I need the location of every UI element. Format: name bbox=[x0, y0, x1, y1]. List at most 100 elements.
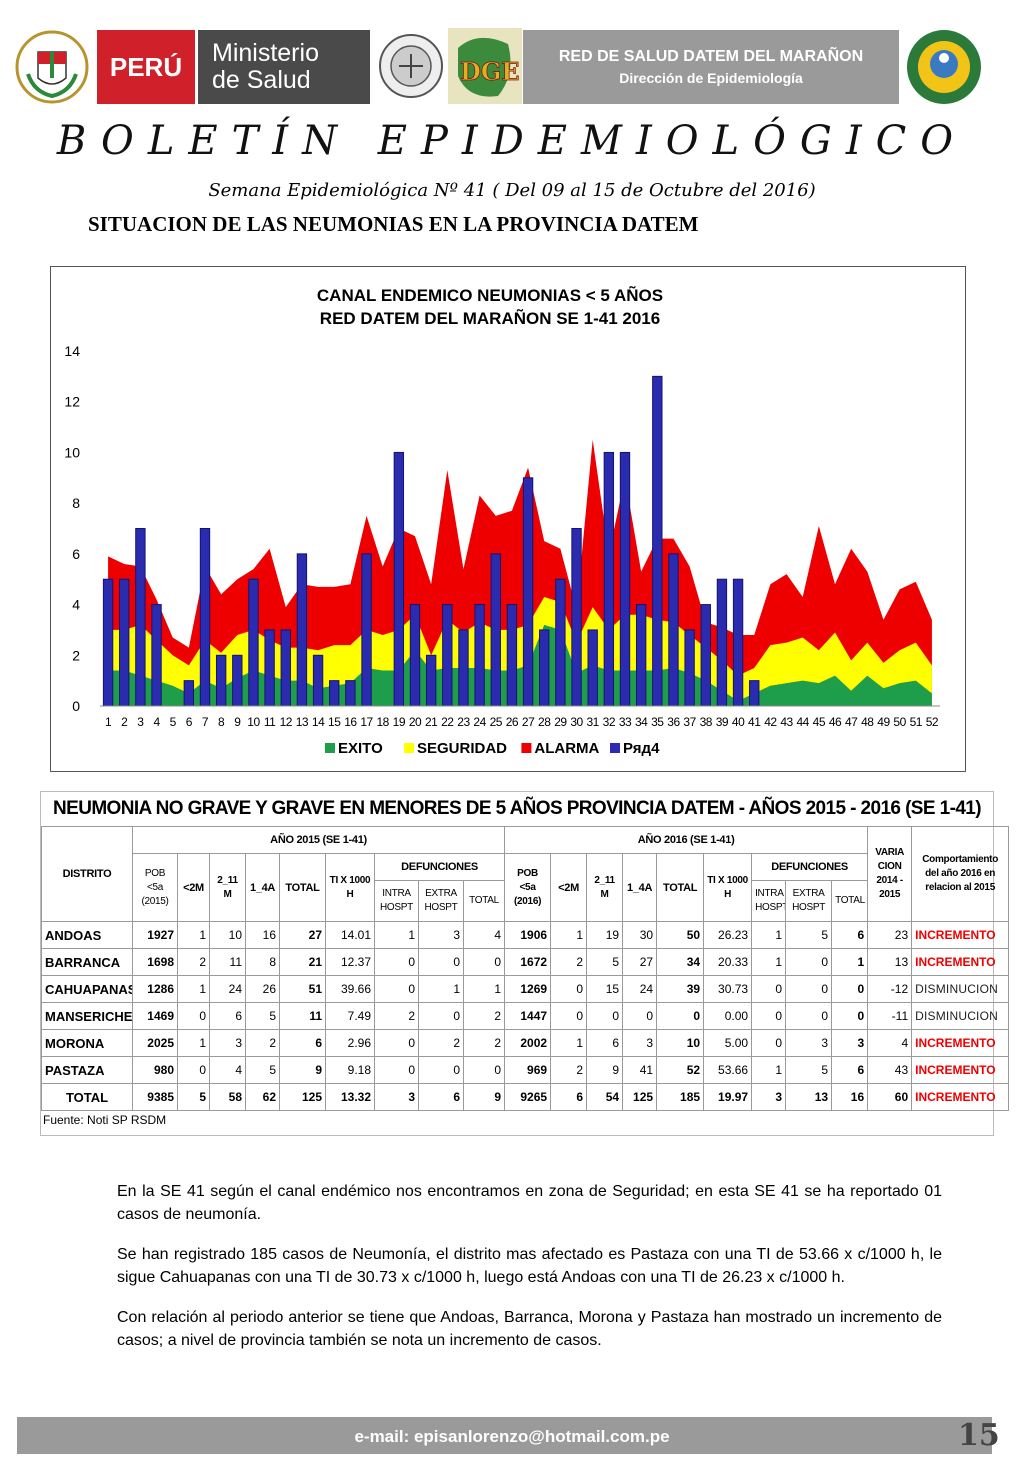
epidemiological-week: Semana Epidemiológica Nº 41 ( Del 09 al … bbox=[208, 180, 816, 201]
cell-tot16: 0 bbox=[656, 1002, 705, 1030]
bar-week-20 bbox=[409, 604, 421, 707]
x-tick-label: 13 bbox=[296, 715, 309, 729]
header-defunciones-2016: DEFUNCIONES bbox=[751, 853, 869, 881]
header-deftotal-2016: TOTAL bbox=[831, 880, 869, 922]
cell-tot15: 11 bbox=[279, 1002, 326, 1030]
table-row: ANDOAS 1927 1 10 16 27 14.01 1 3 4 1906 1 19 30 50 26.2… bbox=[41, 921, 1010, 949]
header-2m-2015: <2M bbox=[177, 853, 210, 922]
cell-ti16: 53.66 bbox=[703, 1056, 753, 1084]
bar-week-41 bbox=[749, 680, 760, 707]
x-tick-label: 4 bbox=[153, 715, 160, 729]
x-tick-label: 25 bbox=[490, 715, 503, 729]
bar-week-4 bbox=[151, 604, 162, 707]
chart-title: CANAL ENDEMICO NEUMONIAS < 5 AÑOS bbox=[317, 285, 663, 305]
x-tick-label: 27 bbox=[522, 715, 535, 729]
cell-dt16: 6 bbox=[831, 1056, 869, 1084]
cell-m211_16: 0 bbox=[586, 1002, 624, 1030]
cell-pob16: 1906 bbox=[504, 921, 552, 949]
x-tick-label: 26 bbox=[506, 715, 519, 729]
cell-tot16: 50 bbox=[656, 921, 705, 949]
cell-distrito: CAHUAPANAS bbox=[41, 975, 133, 1003]
paragraph-1: En la SE 41 según el canal endémico nos … bbox=[117, 1183, 942, 1223]
cell-dt16: 0 bbox=[831, 1002, 869, 1030]
cell-m211_15: 24 bbox=[209, 975, 246, 1003]
cell-ex15: 0 bbox=[418, 948, 464, 976]
cell-ex15: 2 bbox=[418, 1029, 464, 1057]
x-tick-label: 51 bbox=[910, 715, 923, 729]
cell-m211_16: 19 bbox=[586, 921, 624, 949]
x-tick-label: 19 bbox=[393, 715, 406, 729]
cell-m211_15: 3 bbox=[209, 1029, 246, 1057]
y-tick-label: 6 bbox=[72, 546, 80, 562]
cell-dt15: 0 bbox=[462, 948, 506, 976]
x-tick-label: 22 bbox=[441, 715, 454, 729]
table-source: Fuente: Noti SP RSDM bbox=[43, 1113, 167, 1127]
footer-email[interactable]: e-mail: episanlorenzo@hotmail.com.pe bbox=[354, 1427, 670, 1446]
header-pob-2016: POB <5a (2016) bbox=[504, 853, 552, 922]
bar-week-30 bbox=[571, 528, 582, 707]
header-extra-2015: EXTRA HOSPT bbox=[418, 880, 464, 922]
header-pob-2015: POB <5a (2015) bbox=[132, 853, 178, 922]
cell-dt15: 4 bbox=[462, 921, 506, 949]
cell-comportamiento: INCREMENTO bbox=[911, 1029, 1010, 1057]
cell-ex16: 0 bbox=[785, 975, 833, 1003]
cell-ti16: 0.00 bbox=[703, 1002, 753, 1030]
header-year-2016: AÑO 2016 (SE 1-41) bbox=[504, 826, 869, 854]
cell-in16: 0 bbox=[751, 1029, 787, 1057]
x-tick-label: 20 bbox=[409, 715, 422, 729]
cell-in16: 0 bbox=[751, 1002, 787, 1030]
bar-week-32 bbox=[603, 451, 615, 707]
header-2-11m-2016: 2_11 M bbox=[586, 853, 624, 922]
cell-in15: 1 bbox=[374, 921, 419, 949]
cell-pob15: 1286 bbox=[132, 975, 178, 1003]
legend-swatch bbox=[404, 743, 414, 753]
cell-ti15: 7.49 bbox=[325, 1002, 375, 1030]
cell-tot16: 185 bbox=[656, 1083, 705, 1111]
header-intra-2015: INTRA HOSPT bbox=[374, 880, 419, 922]
cell-distrito: MANSERICHE bbox=[41, 1002, 133, 1030]
table-row: PASTAZA 980 0 4 5 9 9.18 0 0 0 969 2 9 41 52 53.66 1 5 6 43… bbox=[41, 1056, 1010, 1084]
cell-a14_15: 62 bbox=[245, 1083, 280, 1111]
x-tick-label: 48 bbox=[861, 715, 874, 729]
x-tick-label: 49 bbox=[877, 715, 890, 729]
x-tick-label: 12 bbox=[280, 715, 293, 729]
x-tick-label: 8 bbox=[218, 715, 225, 729]
x-tick-label: 35 bbox=[651, 715, 664, 729]
cell-a14_16: 30 bbox=[622, 921, 658, 949]
cell-distrito: ANDOAS bbox=[41, 921, 133, 949]
cell-ti15: 39.66 bbox=[325, 975, 375, 1003]
x-tick-label: 29 bbox=[554, 715, 567, 729]
cell-m2_15: 1 bbox=[177, 921, 210, 949]
cell-comportamiento: INCREMENTO bbox=[911, 1083, 1010, 1111]
cell-ex15: 0 bbox=[418, 1056, 464, 1084]
x-tick-label: 33 bbox=[619, 715, 632, 729]
cell-m211_16: 9 bbox=[586, 1056, 624, 1084]
cell-in16: 1 bbox=[751, 1056, 787, 1084]
x-tick-label: 3 bbox=[137, 715, 144, 729]
cell-comportamiento: INCREMENTO bbox=[911, 948, 1010, 976]
cell-in15: 0 bbox=[374, 948, 419, 976]
cell-comportamiento: DISMINUCION bbox=[911, 1002, 1010, 1030]
renace-logo bbox=[377, 26, 445, 106]
cell-m211_15: 58 bbox=[209, 1083, 246, 1111]
cell-tot15: 9 bbox=[279, 1056, 326, 1084]
bar-week-15 bbox=[329, 680, 340, 707]
x-tick-label: 37 bbox=[683, 715, 696, 729]
bar-week-12 bbox=[280, 629, 291, 707]
cell-var: 13 bbox=[867, 948, 913, 976]
x-tick-label: 28 bbox=[538, 715, 551, 729]
cell-m2_15: 5 bbox=[177, 1083, 210, 1111]
bar-week-26 bbox=[506, 604, 518, 707]
table-total-row: TOTAL 9385 5 58 62 125 13.32 3 6 9 9265 6 54 125 185 19… bbox=[41, 1083, 1010, 1111]
cell-in15: 3 bbox=[374, 1083, 419, 1111]
cell-pob15: 1469 bbox=[132, 1002, 178, 1030]
footer-bar bbox=[17, 1417, 992, 1454]
cell-ex16: 0 bbox=[785, 948, 833, 976]
x-tick-label: 43 bbox=[780, 715, 793, 729]
cell-dt16: 16 bbox=[831, 1083, 869, 1111]
cell-pob15: 1927 bbox=[132, 921, 178, 949]
cell-var: 43 bbox=[867, 1056, 913, 1084]
bar-week-24 bbox=[474, 604, 485, 707]
cell-a14_16: 0 bbox=[622, 1002, 658, 1030]
cell-dt15: 0 bbox=[462, 1056, 506, 1084]
